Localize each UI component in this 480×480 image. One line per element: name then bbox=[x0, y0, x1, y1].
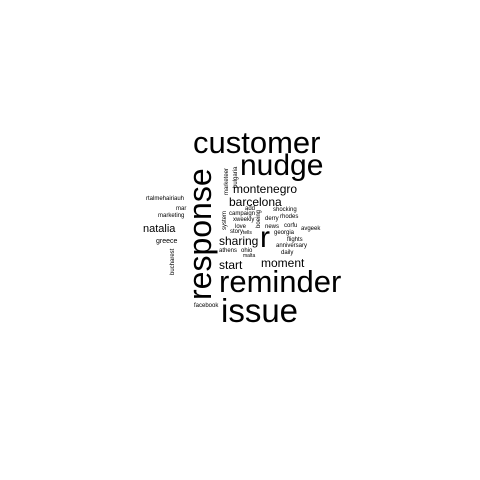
word-barcelona: barcelona bbox=[229, 195, 282, 209]
word-marketing: marketing bbox=[158, 213, 185, 219]
word-malta: malta bbox=[243, 253, 256, 259]
word-boeing: boeing bbox=[256, 209, 262, 228]
word-corfu: corfu bbox=[284, 223, 298, 229]
word-news: news bbox=[265, 224, 280, 230]
word-mar: mar bbox=[176, 206, 187, 212]
word-athens: athens bbox=[219, 248, 238, 254]
word-anniversary: anniversary bbox=[276, 243, 308, 249]
word-facebook: facebook bbox=[194, 303, 219, 309]
word-flights: flights bbox=[287, 237, 303, 243]
word-response: response bbox=[182, 168, 218, 300]
word-story: story bbox=[230, 229, 244, 235]
word-georgia: georgia bbox=[274, 230, 295, 236]
word-moment: moment bbox=[261, 256, 305, 270]
word-rhodes: rhodes bbox=[280, 214, 299, 220]
word-nudge: nudge bbox=[240, 149, 324, 182]
word-sharing: sharing bbox=[219, 234, 259, 248]
word-bulgaria: bulgaria bbox=[233, 166, 239, 188]
word-ohio: ohio bbox=[241, 248, 253, 254]
word-greece: greece bbox=[156, 238, 178, 245]
word-daily: daily bbox=[281, 250, 294, 256]
word-issue: issue bbox=[221, 292, 299, 329]
word-reminder: reminder bbox=[219, 264, 342, 299]
word-bucharest: bucharest bbox=[170, 248, 176, 275]
word-campaign: campaign bbox=[229, 211, 256, 217]
word-love: love bbox=[235, 224, 247, 230]
word-add: add bbox=[245, 206, 256, 212]
word-xweekly: xweekly bbox=[233, 217, 255, 223]
word-natalia: natalia bbox=[143, 223, 176, 235]
word-montenegro: montenegro bbox=[233, 182, 298, 196]
word-customer: customer bbox=[193, 125, 321, 160]
word-avgeek: avgeek bbox=[301, 226, 321, 232]
word-r: r bbox=[260, 221, 270, 254]
word-derry: derry bbox=[265, 216, 279, 222]
word-marketeer: marketeer bbox=[224, 167, 230, 195]
word-system: system bbox=[222, 210, 228, 230]
word-shocking: shocking bbox=[273, 207, 297, 213]
word-start: start bbox=[219, 258, 243, 272]
word-tells: tells bbox=[243, 230, 252, 236]
word-rtalmehairiauh: rtalmehairiauh bbox=[146, 196, 185, 202]
